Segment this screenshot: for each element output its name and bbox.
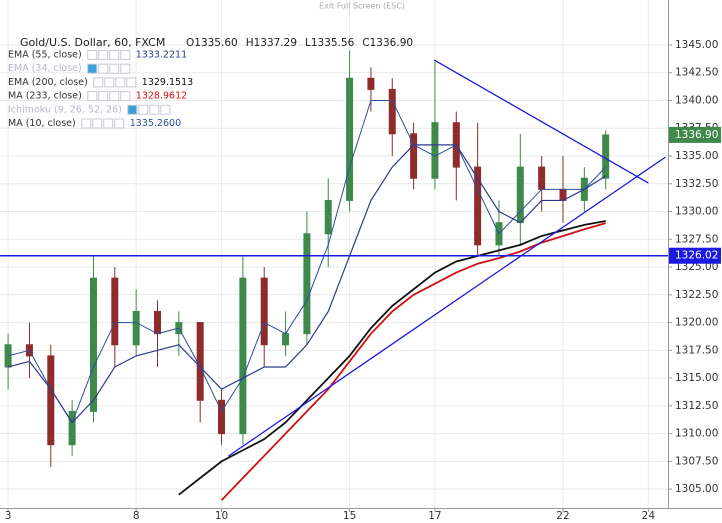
indicator-control: [92, 118, 103, 129]
indicator-control: [104, 77, 115, 88]
indicator-control: [138, 104, 149, 115]
exit-fullscreen[interactable]: Exit Full Screen (ESC): [319, 2, 405, 11]
indicator-control: [120, 91, 131, 102]
indicator-control: [87, 63, 98, 74]
candle-body: [196, 322, 204, 401]
ohlc-value: H1337.29: [246, 37, 297, 49]
trend-line: [227, 156, 666, 457]
indicator-control: [109, 50, 120, 60]
indicator-name: Ichimoku (9, 26, 52, 26): [8, 104, 122, 115]
candle-body: [47, 355, 55, 446]
indicator-control: [98, 50, 109, 60]
last-price-label: 1336.90: [675, 129, 718, 141]
x-tick-label: 15: [343, 510, 356, 522]
candle-body: [111, 277, 119, 346]
indicator-control: [120, 50, 131, 60]
candle-body: [68, 410, 76, 446]
indicator-value: 1328.9612: [136, 91, 187, 102]
indicator-control: [114, 118, 125, 129]
candle-body: [346, 77, 354, 201]
y-tick-label: 1310.00: [675, 428, 718, 440]
chart-title: Gold/U.S. Dollar, 60, FXCM: [20, 36, 165, 49]
indicator-name: EMA (200, close): [8, 77, 88, 88]
y-tick-label: 1345.00: [675, 39, 718, 51]
indicator-control: [120, 63, 131, 74]
x-tick-label: 22: [556, 510, 569, 522]
indicator-control: [87, 91, 98, 102]
x-tick-label: 24: [642, 510, 656, 522]
y-tick-label: 1327.50: [675, 233, 718, 245]
indicator-control: [109, 63, 120, 74]
indicator-control: [126, 77, 137, 88]
indicator-name: MA (10, close): [8, 118, 76, 129]
indicator-name: MA (233, close): [8, 91, 82, 102]
indicator-line: [7, 144, 606, 424]
indicator-line: [178, 220, 606, 496]
last-price-tag: [669, 126, 721, 143]
x-tick-label: 8: [133, 510, 140, 522]
candle-body: [410, 133, 418, 179]
y-tick-label: 1305.00: [675, 483, 718, 495]
indicator-control: [87, 50, 98, 60]
candle-body: [239, 277, 247, 435]
price-tag: [669, 247, 721, 264]
indicator-control: [127, 104, 138, 115]
axes: 1305.00 1307.50 1310.00 1312.50 1315.00 1317.…: [5, 39, 721, 522]
indicator-value: 1333.2211: [136, 50, 187, 61]
ohlc-value: O1335.60: [186, 37, 238, 49]
candle-body: [474, 166, 482, 246]
y-tick-label: 1335.00: [675, 150, 718, 162]
y-tick-label: 1322.50: [675, 289, 718, 301]
x-tick-label: 10: [215, 510, 228, 522]
y-tick-label: 1325.00: [675, 261, 718, 273]
y-tick-label: 1330.00: [675, 206, 718, 218]
indicator-control: [93, 77, 104, 88]
indicator-name: EMA (55, close): [8, 50, 82, 61]
candle-body: [282, 333, 290, 346]
x-tick-label: 17: [428, 510, 441, 522]
indicator-line: [7, 99, 607, 424]
candle-body: [367, 77, 375, 90]
indicator-control: [149, 104, 160, 115]
indicator-control: [103, 118, 114, 129]
candle-body: [324, 199, 332, 235]
indicator-control: [115, 77, 126, 88]
ohlc-value: L1335.56: [305, 37, 355, 49]
indicator-value: 1329.1513: [142, 77, 193, 88]
legend: O1335.60 H1337.29 L1335.56 C1336.90 EMA (55,…: [8, 37, 413, 129]
y-tick-label: 1307.50: [675, 455, 718, 467]
candle-body: [260, 277, 268, 346]
candle-body: [538, 166, 546, 190]
candle-body: [388, 88, 396, 135]
candle-body: [154, 310, 162, 335]
plot: [0, 50, 668, 501]
y-tick-label: 1320.00: [675, 317, 718, 329]
candle-body: [89, 277, 97, 412]
indicator-control: [81, 118, 92, 129]
indicator-control: [160, 104, 171, 115]
y-tick-label: 1315.00: [675, 372, 718, 384]
indicator-control: [98, 91, 109, 102]
indicator-name: EMA (34, close): [8, 63, 82, 74]
y-tick-label: 1317.50: [675, 344, 718, 356]
y-tick-label: 1312.50: [675, 400, 718, 412]
trend-line: [433, 59, 649, 184]
indicator-value: 1335.2600: [130, 118, 181, 129]
indicator-control: [109, 91, 120, 102]
y-tick-label: 1340.00: [675, 94, 718, 106]
candle-body: [132, 310, 140, 346]
x-tick-label: 3: [5, 510, 12, 522]
candle-body: [431, 122, 439, 179]
candle-body: [303, 233, 311, 335]
indicator-line: [220, 222, 606, 501]
candle-body: [218, 399, 226, 435]
indicator-control: [98, 63, 109, 74]
y-tick-label: 1342.50: [675, 67, 718, 79]
price-tag-label: 1326.02: [675, 250, 718, 262]
ohlc-value: C1336.90: [362, 37, 413, 49]
y-tick-label: 1332.50: [675, 178, 718, 190]
